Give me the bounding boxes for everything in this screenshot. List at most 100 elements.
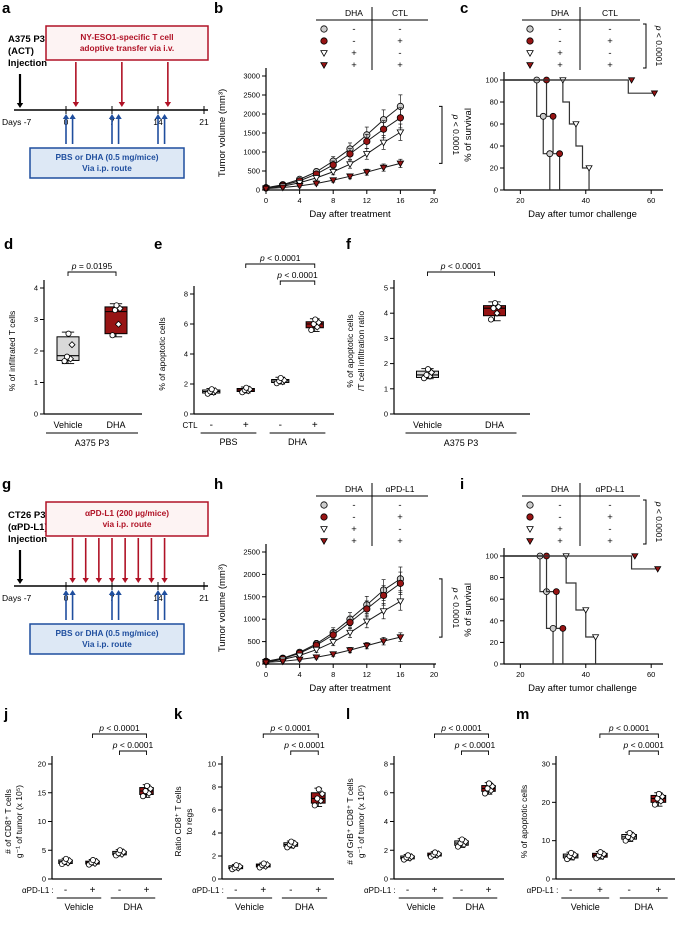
legend-value: + (397, 512, 403, 523)
sign-label: - (234, 885, 237, 896)
panel-b: b 0 500 1000 1500 2000 2500 3000 0 4 8 12 16 20 Day a… (212, 0, 460, 232)
pair-label: Vehicle (235, 902, 264, 912)
y-axis-label: % of survival (463, 583, 474, 637)
legend-value: - (398, 24, 401, 35)
pair-label: PBS (219, 437, 237, 447)
tri-red-marker (278, 658, 287, 666)
y-tick-label: 40 (490, 616, 498, 625)
circle-red-marker (320, 513, 328, 521)
panel-e-chart: 0 2 4 6 8 % of apoptotic cells p < 0.0001 p < 0… (157, 253, 334, 447)
dosing-box (29, 623, 185, 655)
panel-a-label: a (2, 0, 11, 17)
legend-value: - (558, 500, 561, 511)
legend-value: - (352, 500, 355, 511)
circle-red-marker (559, 624, 567, 632)
legend-value: + (607, 536, 613, 547)
sign-label: - (279, 420, 282, 431)
treatment-arrow-head (108, 578, 116, 583)
y-axis-label: # of CD8⁺ T cells (3, 789, 13, 854)
legend-value: - (558, 24, 561, 35)
x-tick-label: 40 (582, 670, 590, 679)
panel-f: f 0 1 2 3 4 5 % of apoptotic cells/T cell infi… (344, 236, 540, 474)
y-tick-label: 20 (542, 798, 550, 807)
legend-value: - (398, 48, 401, 59)
tri-red-marker (631, 553, 639, 560)
data-point-circle (233, 862, 240, 869)
y-axis-label: # of GrB⁺ CD8⁺ T cells (345, 778, 355, 865)
group-label: Vehicle (53, 420, 82, 430)
y-tick-label: 2 (212, 852, 216, 861)
sign-label: + (655, 885, 661, 896)
p-bracket (279, 280, 316, 285)
data-point-circle (277, 374, 284, 381)
tri-red-marker (329, 651, 338, 659)
x-prefix-label: αPD-L1 : (364, 886, 396, 895)
group-label: DHA (106, 420, 125, 430)
sign-label: + (597, 885, 603, 896)
circle-red-marker (329, 161, 337, 169)
x-tick-label: 0 (264, 196, 268, 205)
sign-label: + (144, 885, 150, 896)
days-label: Days -7 (2, 593, 32, 603)
tri-red-marker (526, 538, 534, 546)
circle-red-marker (380, 125, 388, 133)
tri-open-marker (396, 129, 405, 137)
legend-value: + (351, 524, 357, 535)
p-value-label: p < 0.0001 (259, 253, 301, 263)
panel-k: k 0 2 4 6 8 10 Ratio CD8⁺ T cells to regs p < 0.… (172, 706, 344, 939)
dosing-arrow-head (115, 114, 122, 119)
panel-g: g CT26 P3(αPD-L1)Injection071421Days -7α… (0, 476, 215, 706)
tri-red-marker (320, 62, 328, 70)
treatment-arrow-head (161, 578, 168, 583)
data-point-circle (113, 302, 120, 309)
sign-label: + (243, 420, 249, 431)
dosing-box-label: Via i.p. route (82, 163, 132, 173)
y-tick-label: 500 (247, 637, 260, 646)
dosing-arrow-head (154, 590, 162, 595)
dosing-box-label: PBS or DHA (0.5 mg/mice) (56, 152, 159, 162)
group-label: Vehicle (413, 420, 442, 430)
injection-label: (αPD-L1) (8, 522, 48, 533)
y-tick-label: 60 (490, 595, 498, 604)
y-tick-label: 15 (38, 788, 46, 797)
y-tick-label: 80 (490, 98, 498, 107)
panel-g-schema: CT26 P3(αPD-L1)Injection071421Days -7αPD… (2, 501, 209, 655)
p-bracket (461, 750, 489, 755)
treatment-arrow-head (135, 578, 142, 583)
y-tick-label: 20 (38, 760, 46, 769)
sign-label: - (460, 885, 463, 896)
tri-open-marker (591, 634, 600, 641)
treatment-arrow-head (164, 102, 172, 107)
legend-col2-header: αPD-L1 (595, 484, 624, 494)
pair-label: Vehicle (64, 902, 93, 912)
y-tick-label: 1500 (243, 592, 260, 601)
panel-h: h 0 500 1000 1500 2000 2500 0 4 8 12 16 20 Day after… (212, 476, 460, 706)
sign-label: + (486, 885, 492, 896)
y-axis-label: to regs (184, 809, 194, 835)
tri-red-marker (396, 160, 405, 168)
survival-curve (504, 555, 658, 570)
p-bracket (92, 733, 147, 738)
tri-red-marker (312, 180, 321, 188)
tri-open-marker (312, 646, 321, 654)
p-value-label: p < 0.0001 (98, 723, 140, 733)
legend-value: - (352, 512, 355, 523)
data-point-circle (425, 366, 432, 373)
circle-gray-marker (320, 25, 328, 33)
circle-red-marker (346, 618, 354, 626)
y-tick-label: 20 (490, 638, 498, 647)
tri-red-marker (278, 184, 287, 192)
panel-a: a A375 P3(ACT)Injection071421Days -7NY-E… (0, 0, 215, 232)
treatment-box-label: NY-ESO1-specific T cell (80, 32, 173, 42)
survival-curve (504, 555, 554, 664)
data-point-diamond (493, 309, 501, 317)
tri-open-marker (312, 175, 321, 182)
p-bracket (119, 750, 147, 755)
p-bracket (643, 23, 647, 69)
y-axis-label: % of infiltrated T cells (7, 311, 17, 391)
p-value-label: p < 0.0001 (654, 25, 664, 67)
legend-value: - (352, 24, 355, 35)
tri-red-marker (295, 656, 304, 664)
injection-label: Injection (8, 534, 47, 545)
y-axis-label: g⁻¹ of tumor (x 10⁵) (356, 785, 366, 858)
